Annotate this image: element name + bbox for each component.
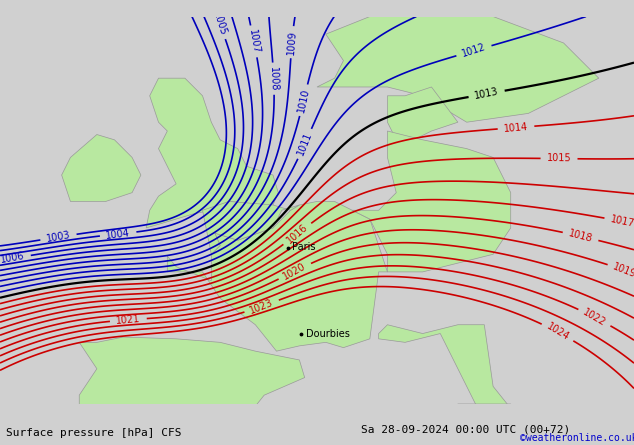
Text: 1020: 1020 [281,261,308,282]
Text: 1017: 1017 [609,214,634,229]
Text: Dourbies: Dourbies [306,329,349,339]
Polygon shape [79,337,305,445]
Text: 1012: 1012 [461,42,487,59]
Text: 1004: 1004 [105,227,131,240]
Text: 1019: 1019 [612,261,634,279]
Polygon shape [61,134,141,202]
Text: 1014: 1014 [503,121,529,134]
Text: 1003: 1003 [46,230,72,244]
Text: 1021: 1021 [115,314,141,326]
Polygon shape [146,78,278,228]
Text: Paris: Paris [292,242,316,252]
Text: 1013: 1013 [474,86,500,101]
Polygon shape [202,202,299,254]
Text: 1008: 1008 [268,66,279,91]
Text: 1018: 1018 [567,228,593,244]
Polygon shape [317,16,598,122]
Text: 1011: 1011 [295,131,314,157]
Text: 1007: 1007 [247,28,261,54]
Polygon shape [141,404,511,445]
Text: 1006: 1006 [0,251,25,265]
Text: 1022: 1022 [581,307,608,328]
Text: 1015: 1015 [547,154,571,164]
Text: 1023: 1023 [249,297,275,316]
Text: Surface pressure [hPa] CFS: Surface pressure [hPa] CFS [6,428,182,438]
Text: ©weatheronline.co.uk: ©weatheronline.co.uk [520,433,634,442]
Polygon shape [353,131,511,272]
Polygon shape [378,325,528,439]
Polygon shape [167,202,387,351]
Text: 1005: 1005 [211,10,228,37]
Polygon shape [387,87,458,140]
Text: 1016: 1016 [285,222,310,246]
Text: 1010: 1010 [296,87,311,113]
Text: 1024: 1024 [545,321,571,343]
Text: 1009: 1009 [286,29,298,55]
Text: Sa 28-09-2024 00:00 UTC (00+72): Sa 28-09-2024 00:00 UTC (00+72) [361,424,571,434]
